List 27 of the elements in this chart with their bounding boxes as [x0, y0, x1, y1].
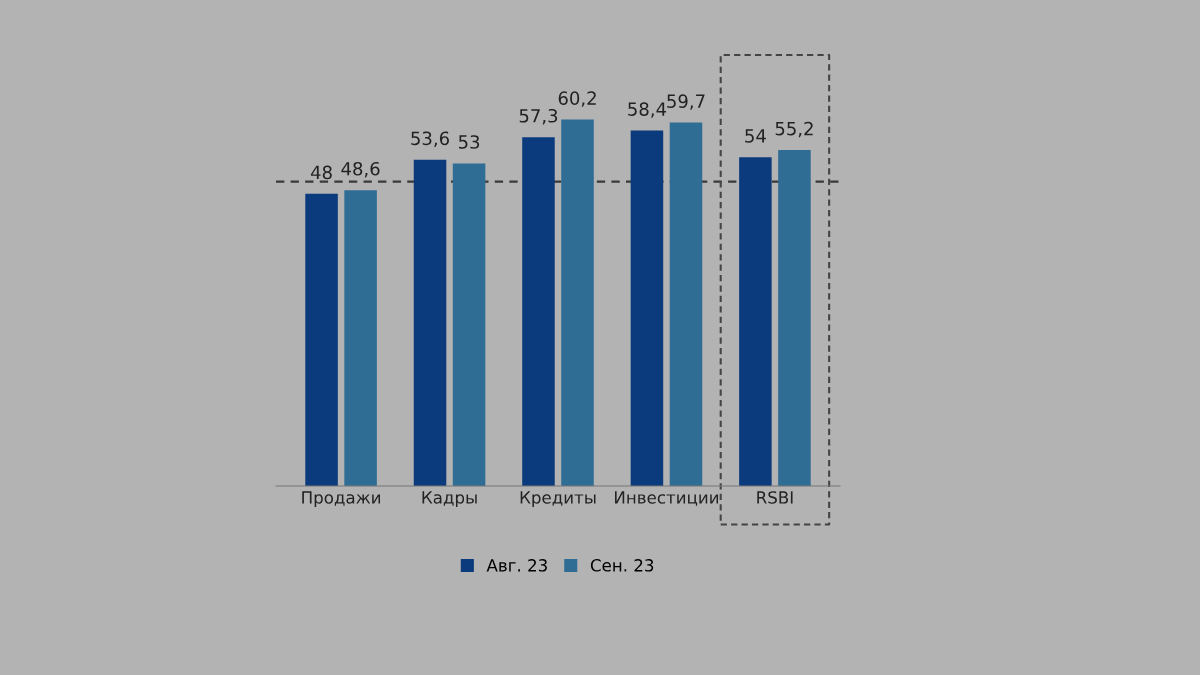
x-tick-label: Кредиты — [520, 491, 596, 507]
data-label: 60,2 — [558, 91, 596, 107]
data-label: 55,2 — [775, 121, 813, 138]
bar — [305, 193, 338, 486]
legend-label: Сен. 23 — [590, 559, 654, 572]
data-label: 57,3 — [519, 108, 558, 125]
bar — [778, 150, 811, 486]
data-label: 58,4 — [628, 102, 667, 118]
bar — [452, 163, 486, 486]
x-tick-label: Продажи — [302, 491, 381, 507]
bar — [344, 190, 377, 486]
data-label: 53,6 — [411, 131, 449, 147]
data-label: 59,7 — [667, 94, 705, 110]
bar — [522, 137, 555, 486]
x-tick-label: RSBI — [757, 491, 793, 504]
data-label: 48,6 — [341, 161, 380, 178]
data-label: 53 — [458, 135, 480, 149]
bar — [669, 122, 703, 486]
bar — [413, 159, 447, 486]
bar — [739, 157, 772, 486]
bar — [630, 130, 664, 486]
legend-label: Авг. 23 — [486, 559, 547, 572]
data-label: 48 — [310, 165, 332, 180]
x-tick-label: Инвестиции — [615, 491, 719, 506]
bar — [561, 119, 594, 486]
data-label: 54 — [745, 129, 766, 143]
x-tick-label: Кадры — [422, 491, 477, 507]
